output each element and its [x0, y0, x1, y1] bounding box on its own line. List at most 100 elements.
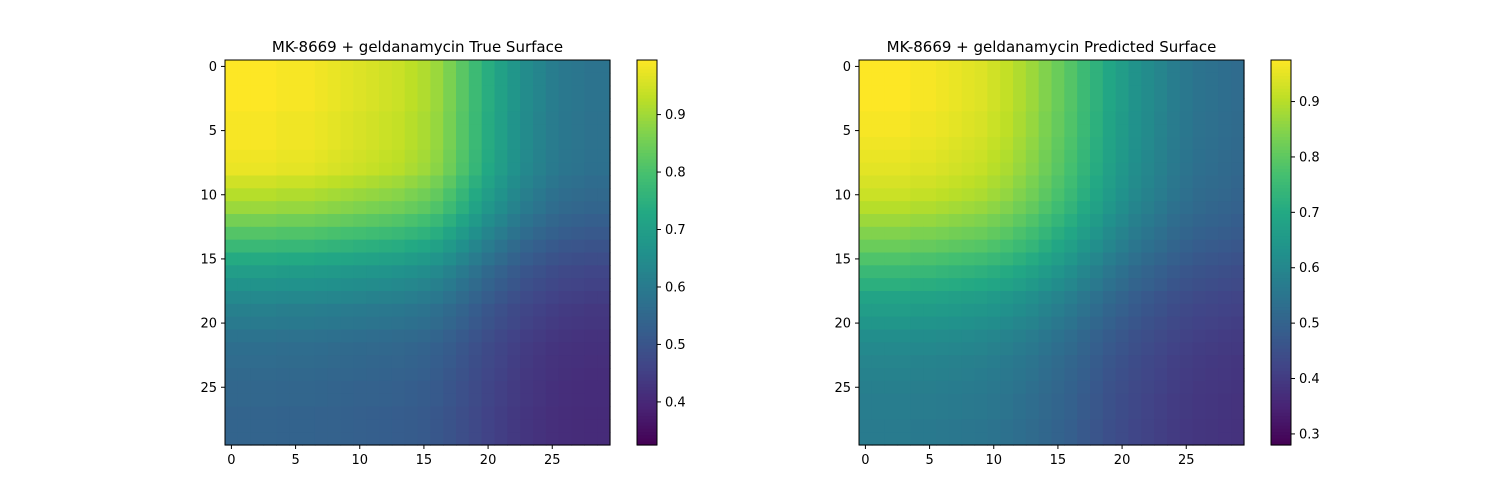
heatmap-cell [910, 111, 924, 125]
heatmap-cell [353, 60, 367, 74]
heatmap-cell [250, 175, 265, 189]
heatmap-cell [494, 85, 508, 100]
heatmap-cell [353, 175, 367, 189]
colorbar-segment [637, 335, 657, 340]
heatmap-cell [987, 239, 1001, 254]
heatmap-cell [923, 137, 937, 151]
heatmap-cell [494, 226, 508, 241]
heatmap-cell [961, 124, 976, 138]
heatmap-cell [366, 355, 380, 369]
heatmap-cell [1231, 265, 1245, 279]
heatmap-cell [987, 380, 1001, 395]
heatmap-cell [1115, 380, 1130, 395]
heatmap-cell [250, 380, 265, 395]
heatmap-cell [884, 265, 899, 279]
heatmap-cell [1115, 201, 1130, 215]
heatmap-cell [1025, 162, 1040, 177]
heatmap-cell [366, 60, 380, 74]
heatmap-cell [936, 214, 950, 228]
heatmap-cell [430, 368, 444, 382]
heatmap-cell [948, 380, 963, 395]
heatmap-cell [1141, 291, 1155, 305]
heatmap-cell [263, 149, 277, 164]
heatmap-cell [289, 149, 303, 164]
heatmap-cell [250, 329, 265, 343]
heatmap-cell [250, 111, 265, 125]
heatmap-cell [263, 329, 277, 343]
x-tick-label: 0 [861, 453, 869, 468]
heatmap-cell [1154, 380, 1168, 395]
heatmap-cell [1154, 291, 1168, 305]
heatmap-cell [1102, 355, 1117, 369]
heatmap-cell [1141, 226, 1155, 241]
heatmap-cell [1102, 316, 1117, 331]
colorbar-segment [637, 104, 657, 109]
heatmap-cell [327, 278, 342, 292]
heatmap-cell [430, 149, 444, 164]
heatmap-cell [1231, 72, 1245, 87]
heatmap-cell [468, 239, 483, 254]
heatmap-cell [1000, 303, 1014, 318]
heatmap-cell [443, 137, 457, 151]
heatmap-cell [468, 278, 483, 292]
heatmap-cell [948, 239, 963, 254]
heatmap-cell [417, 291, 431, 305]
heatmap-cell [948, 226, 963, 241]
heatmap-cell [1231, 239, 1245, 254]
colorbar-segment [1271, 92, 1291, 96]
colorbar-segment [637, 210, 657, 215]
heatmap-cell [859, 419, 873, 433]
colorbar-segment [1271, 143, 1291, 148]
heatmap-cell [1141, 419, 1155, 433]
heatmap-cell [859, 201, 873, 215]
heatmap-cell [871, 85, 886, 100]
heatmap-cell [379, 85, 393, 100]
heatmap-cell [1090, 419, 1104, 433]
heatmap-cell [520, 329, 534, 343]
heatmap-cell [494, 201, 508, 215]
heatmap-cell [404, 342, 419, 356]
heatmap-cell [289, 291, 303, 305]
heatmap-cell [404, 188, 419, 202]
heatmap-cell [936, 355, 950, 369]
heatmap-cell [1167, 291, 1181, 305]
heatmap-cell [1013, 85, 1027, 100]
x-tick-label: 20 [480, 453, 497, 468]
heatmap-cell [1025, 239, 1040, 254]
heatmap-cell [571, 368, 585, 382]
heatmap-cell [1064, 303, 1078, 318]
heatmap-cell [533, 124, 547, 138]
heatmap-cell [571, 72, 585, 87]
heatmap-cell [1154, 162, 1168, 177]
heatmap-cell [391, 265, 406, 279]
colorbar-segment [637, 265, 657, 270]
heatmap-cell [494, 149, 508, 164]
heatmap-cell [1000, 393, 1014, 408]
colorbar-segment [1271, 342, 1291, 347]
heatmap-cell [571, 419, 585, 433]
heatmap-cell [353, 72, 367, 87]
heatmap-cell [1064, 252, 1078, 266]
heatmap-cell [1154, 149, 1168, 164]
heatmap-cell [923, 239, 937, 254]
heatmap-cell [276, 432, 290, 446]
heatmap-cell [1025, 393, 1040, 408]
heatmap-cell [936, 201, 950, 215]
heatmap-cell [520, 278, 534, 292]
heatmap-cell [314, 98, 329, 112]
heatmap-cell [417, 419, 431, 433]
heatmap-cell [250, 85, 265, 100]
heatmap-cell [481, 239, 496, 254]
heatmap-cell [1038, 329, 1053, 343]
heatmap-cell [974, 316, 988, 331]
colorbar-segment [1271, 265, 1291, 270]
heatmap-cell [327, 85, 342, 100]
heatmap-cell [1154, 137, 1168, 151]
heatmap-cell [276, 342, 290, 356]
heatmap-cell [1179, 111, 1194, 125]
heatmap-cell [327, 342, 342, 356]
heatmap-cell [1115, 368, 1130, 382]
colorbar-segment [637, 175, 657, 180]
heatmap-cell [340, 419, 354, 433]
heatmap-cell [366, 393, 380, 408]
